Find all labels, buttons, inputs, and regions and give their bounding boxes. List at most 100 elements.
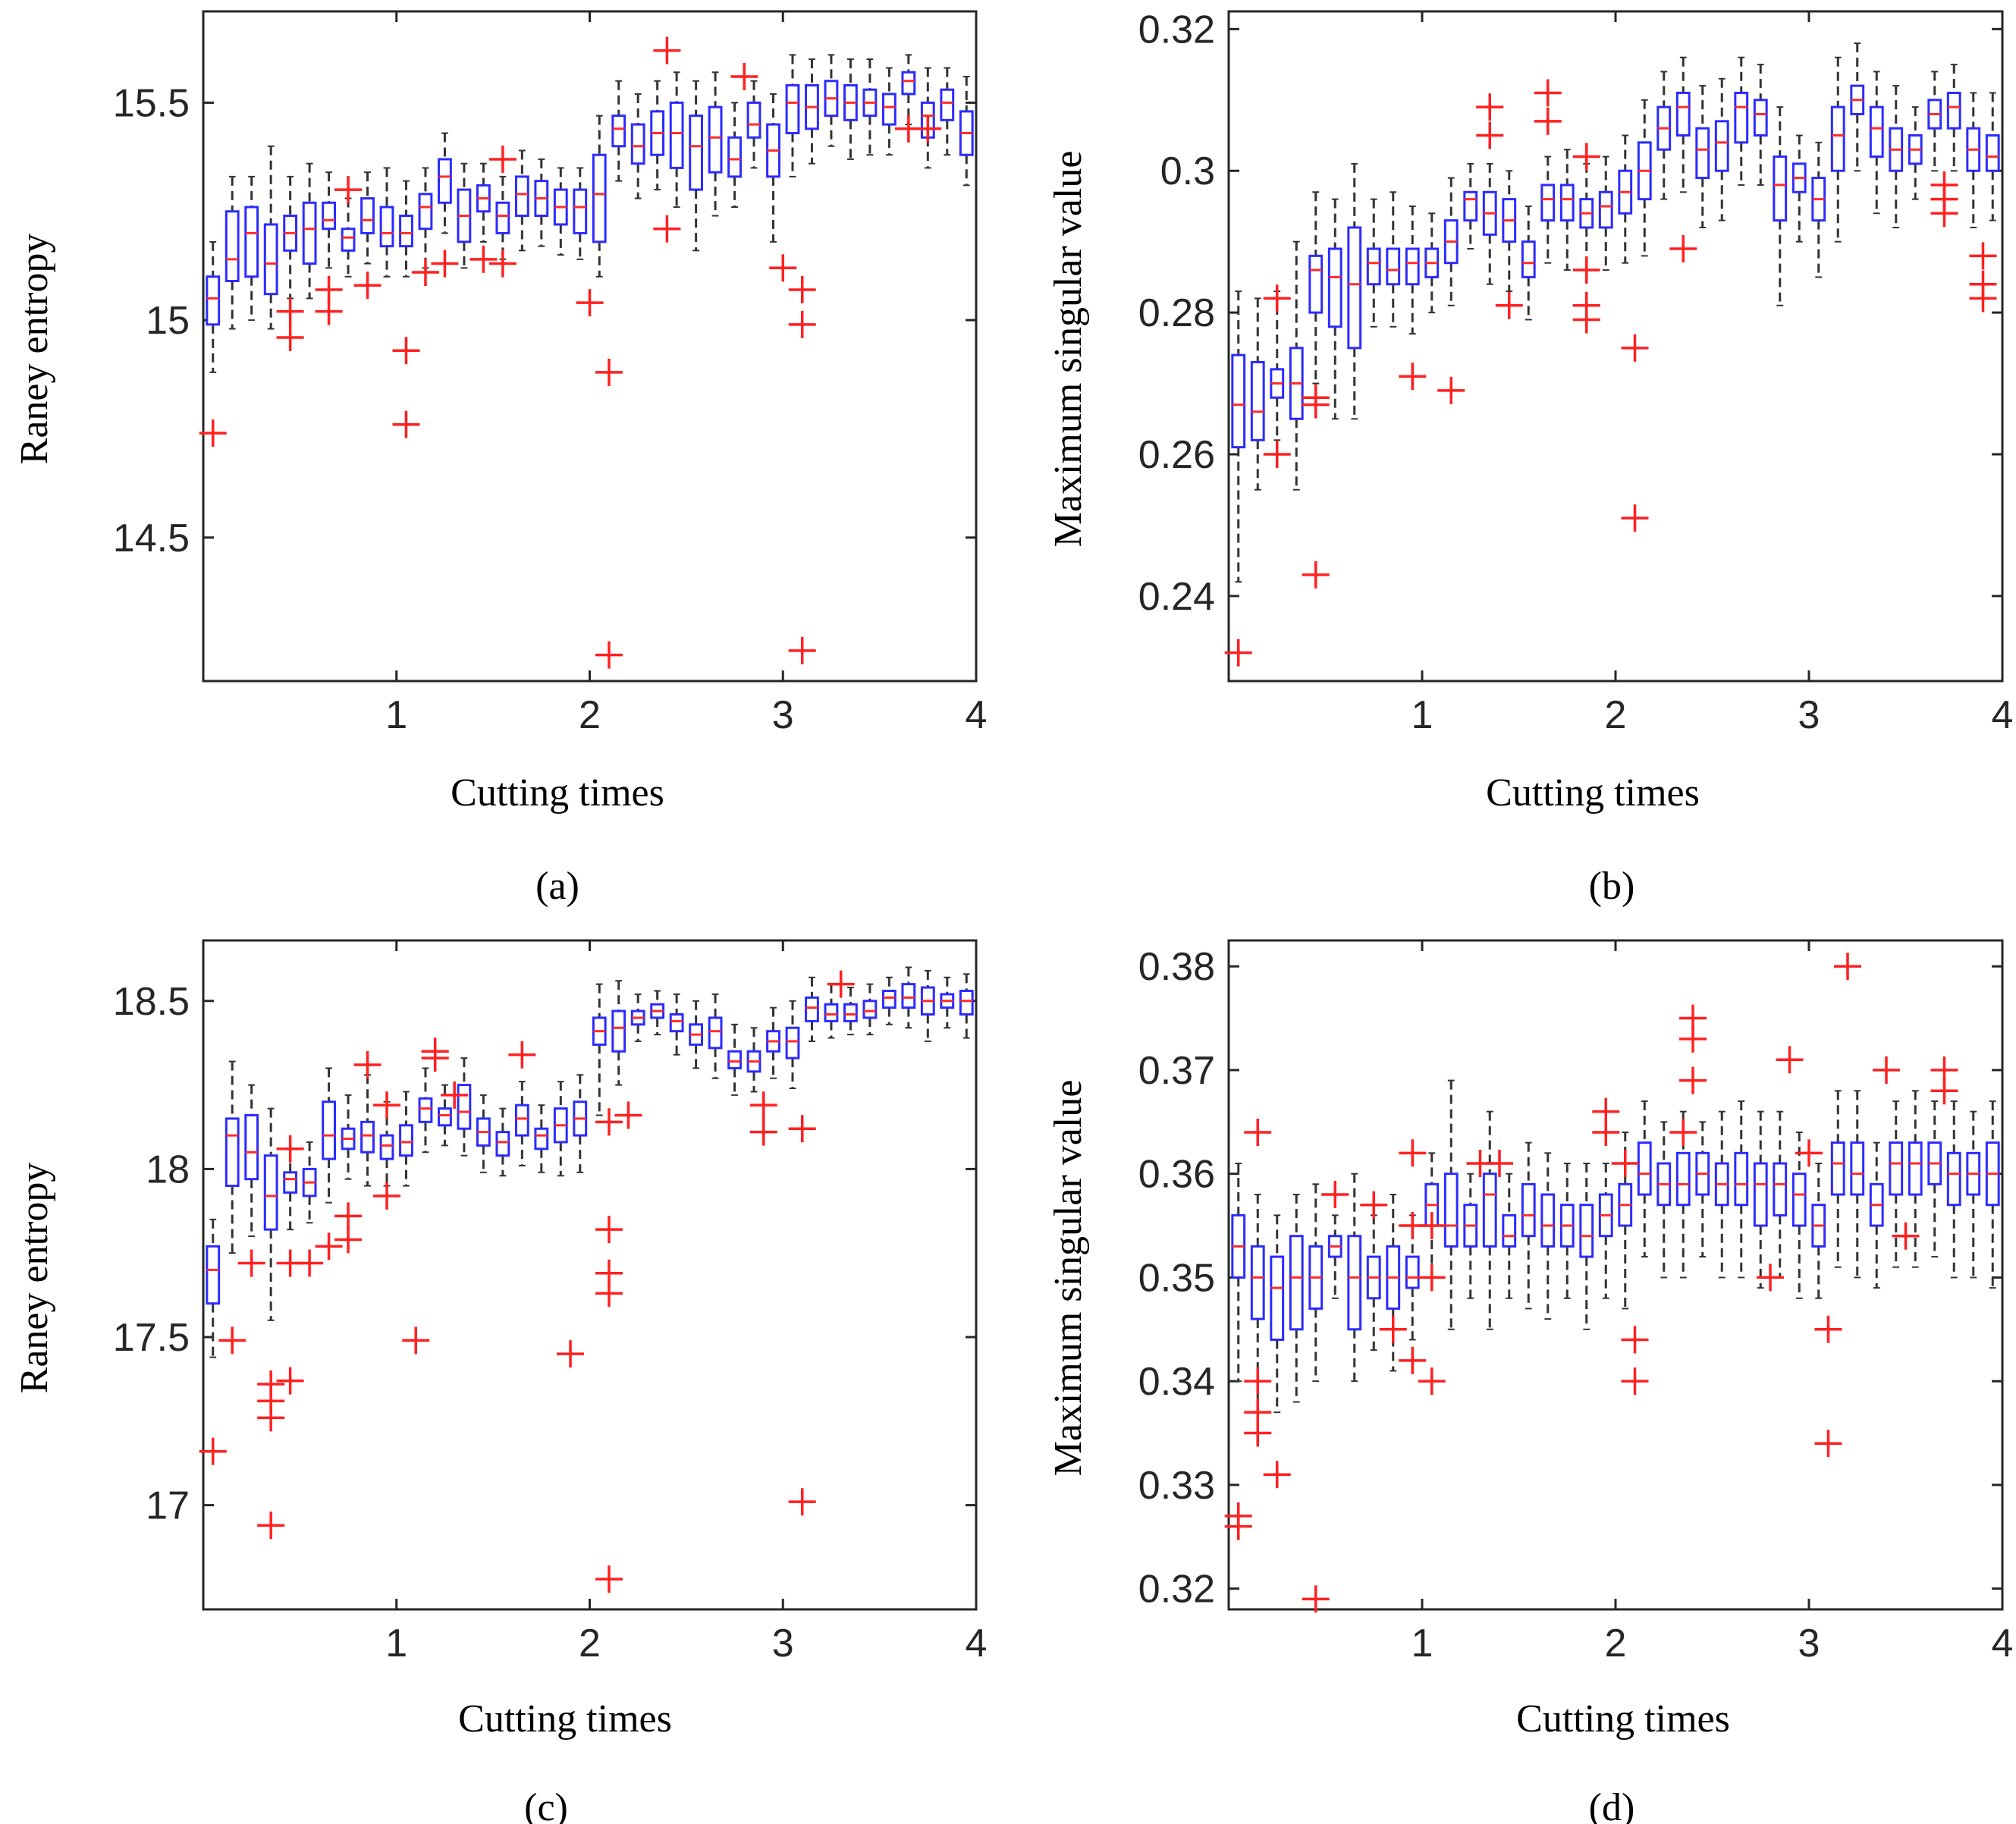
outlier-marker <box>1930 199 1958 228</box>
box-body <box>611 1009 626 1053</box>
box-plot <box>1946 64 1961 172</box>
y-tick-label: 18.5 <box>113 980 190 1024</box>
box-plot <box>669 71 684 209</box>
box-body <box>1521 240 1536 278</box>
box-body <box>360 1120 375 1154</box>
box-body <box>1289 1235 1304 1331</box>
box-plot <box>1443 1079 1459 1330</box>
y-tick-label: 0.28 <box>1138 291 1215 335</box>
panel-b-plot-area: 0.24 0.26 0.28 0.3 0.32 1 2 3 4 <box>1138 8 2014 737</box>
box-body <box>746 101 761 139</box>
outlier-marker <box>788 636 816 664</box>
box-body <box>727 1050 742 1069</box>
outlier-marker <box>557 1340 585 1368</box>
box-plot <box>263 1107 278 1321</box>
box-body <box>901 71 916 96</box>
panel-d-plot-area: 0.32 0.33 0.34 0.35 0.36 0.37 0.38 1 2 3 4 <box>1138 939 2013 1665</box>
box-body <box>322 1100 336 1160</box>
box-body <box>244 206 259 278</box>
box-body <box>1753 1162 1768 1227</box>
box-body <box>1559 184 1575 222</box>
box-body <box>940 88 955 121</box>
outlier-marker <box>1302 391 1330 419</box>
outlier-marker <box>1669 235 1697 263</box>
box-body <box>727 136 742 178</box>
box-body <box>1366 247 1381 286</box>
box-plot <box>1502 170 1517 293</box>
panel-c-ylabel: Raney entropy <box>13 1163 56 1394</box>
box-body <box>1347 1235 1362 1331</box>
y-tick-label: 15 <box>146 299 190 343</box>
box-plot <box>1347 1173 1362 1383</box>
outlier-marker <box>614 1101 642 1129</box>
box-plot <box>1405 205 1420 335</box>
outlier-marker <box>392 410 420 438</box>
box-plot <box>689 80 704 252</box>
outlier-marker <box>1621 334 1649 362</box>
box-plot <box>1695 1121 1710 1258</box>
outlier-marker <box>1621 1326 1649 1354</box>
box-plot <box>862 58 878 156</box>
box-body <box>244 1113 259 1181</box>
outlier-marker <box>914 115 942 143</box>
box-body <box>1734 91 1749 144</box>
box-body <box>322 201 336 231</box>
box-plot <box>1734 56 1749 186</box>
box-plot <box>727 102 742 209</box>
panel-b: Maximum singular value Cutting times (b)… <box>1047 8 2013 908</box>
box-body <box>669 1013 684 1033</box>
panel-c-caption: (c) <box>524 1786 568 1824</box>
box-body <box>1540 184 1556 222</box>
panel-d: Maximum singular value Cutting times (d)… <box>1047 939 2013 1824</box>
x-tick-label: 3 <box>772 693 794 737</box>
box-body <box>206 275 221 326</box>
box-plot <box>1869 71 1884 215</box>
box-plot <box>1327 1214 1342 1299</box>
box-body <box>1598 190 1613 229</box>
outlier-marker <box>1321 1181 1349 1209</box>
box-plot <box>746 80 761 169</box>
outlier-marker <box>749 1091 777 1119</box>
outlier-marker <box>1399 1346 1427 1374</box>
outlier-marker <box>411 259 439 287</box>
box-plot <box>534 158 549 247</box>
y-tick-label: 0.33 <box>1138 1464 1215 1508</box>
box-plot <box>514 1081 529 1166</box>
box-plot <box>727 1023 742 1096</box>
outlier-marker <box>276 1135 304 1163</box>
box-body <box>1714 120 1729 172</box>
box-body <box>1830 105 1845 172</box>
box-plot <box>1811 1163 1826 1299</box>
outlier-marker <box>1834 953 1861 981</box>
panel-a-ylabel: Raney entropy <box>13 234 56 465</box>
box-body <box>611 115 626 148</box>
panel-b-xlabel: Cutting times <box>1486 771 1700 815</box>
outlier-marker <box>1224 639 1252 667</box>
box-body <box>418 1097 433 1123</box>
box-plot <box>843 58 858 160</box>
box-plot <box>630 993 645 1042</box>
outlier-marker <box>257 1512 285 1540</box>
outlier-marker <box>1814 1430 1842 1458</box>
box-plot <box>1773 106 1788 306</box>
box-plot <box>785 1000 800 1090</box>
outlier-marker <box>653 36 681 64</box>
box-plot <box>476 162 491 243</box>
outlier-marker <box>421 1044 449 1072</box>
outlier-marker <box>1611 1150 1639 1177</box>
outlier-marker <box>788 275 816 303</box>
outlier-marker <box>1399 363 1427 391</box>
box-plot <box>766 1006 780 1079</box>
box-body <box>1791 1173 1807 1227</box>
box-plot <box>1714 77 1729 221</box>
outlier-marker <box>402 1326 430 1355</box>
box-plot <box>766 93 780 243</box>
outlier-marker <box>353 1050 382 1078</box>
outlier-marker <box>1776 1046 1804 1074</box>
panel-c-plot-area: 17 17.5 18 18.5 1 2 3 4 <box>113 939 987 1665</box>
panel-d-caption: (d) <box>1589 1786 1635 1824</box>
box-body <box>399 1124 413 1157</box>
outlier-marker <box>788 1488 816 1516</box>
box-body <box>785 83 800 135</box>
outlier-marker <box>1969 284 1997 312</box>
